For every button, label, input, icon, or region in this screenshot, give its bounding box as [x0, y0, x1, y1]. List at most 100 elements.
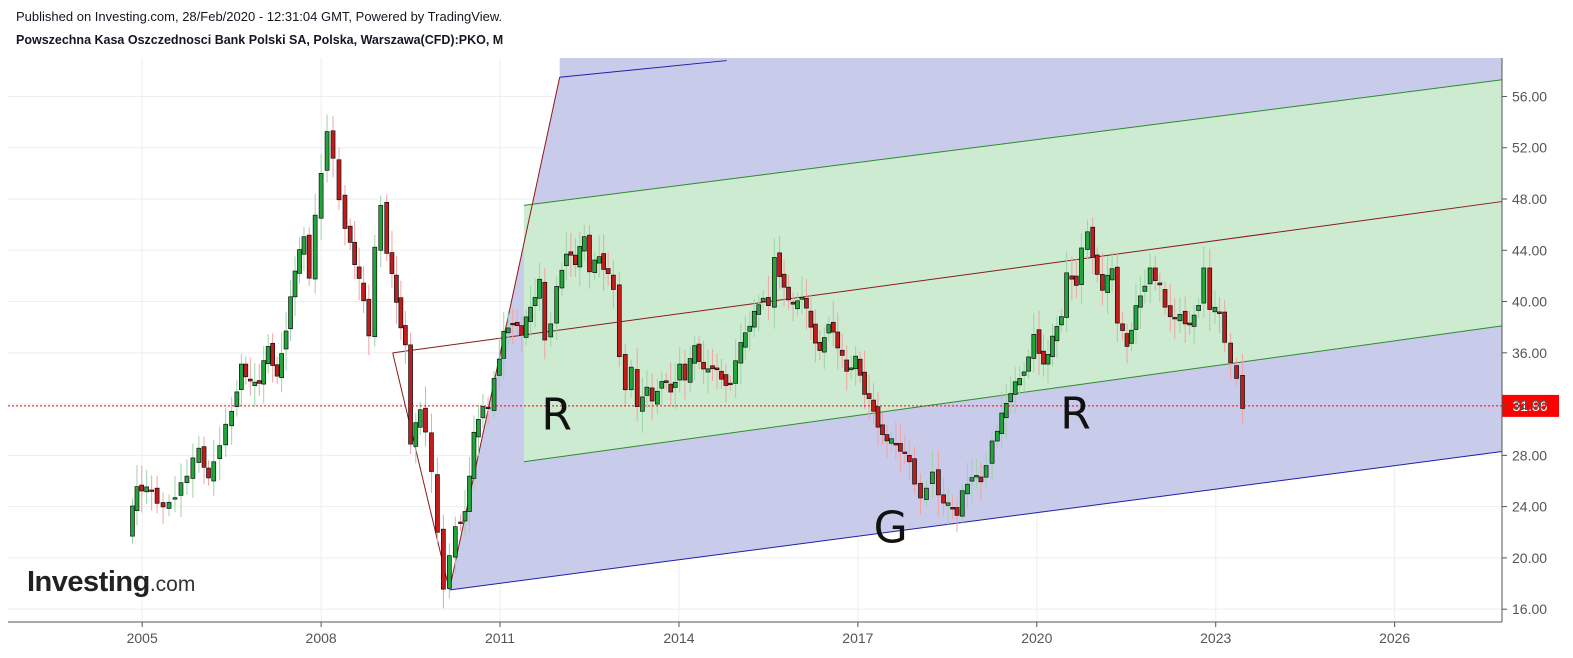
candle — [166, 501, 172, 509]
candle — [288, 296, 293, 330]
candle — [1240, 375, 1245, 409]
candle — [134, 486, 140, 511]
candle — [733, 360, 738, 384]
outer-line-lower — [449, 451, 1503, 591]
candle — [1187, 322, 1192, 326]
candle — [772, 257, 777, 308]
candle — [1105, 274, 1110, 293]
candle — [356, 266, 362, 279]
candle — [875, 406, 881, 428]
candle — [747, 325, 753, 332]
candle — [501, 330, 507, 359]
candle — [677, 363, 683, 381]
candle — [505, 327, 511, 334]
candle — [429, 432, 434, 472]
candle — [649, 387, 655, 402]
pattern-annotations: R G R — [541, 388, 1090, 553]
candle — [756, 304, 762, 315]
investing-logo: Investing.com — [27, 566, 195, 599]
candle — [554, 286, 560, 324]
y-tick-label: 16.00 — [1512, 601, 1547, 617]
candle — [283, 330, 289, 350]
candle — [154, 487, 160, 504]
candle — [491, 378, 497, 411]
candle — [229, 410, 234, 427]
candle — [261, 360, 267, 385]
outer-line-upper — [559, 60, 727, 78]
candle — [398, 297, 404, 329]
candle — [628, 366, 634, 391]
candle — [596, 256, 602, 264]
candle — [918, 482, 923, 499]
candle — [941, 494, 946, 504]
candle — [1222, 311, 1228, 343]
candle — [279, 353, 284, 379]
candle — [912, 458, 917, 485]
candle — [324, 131, 330, 171]
candle — [978, 476, 984, 483]
candle — [184, 475, 190, 484]
candle — [839, 349, 845, 356]
candle — [452, 526, 458, 558]
inner-line-upper — [523, 79, 1503, 206]
x-tick-label: 2011 — [485, 630, 515, 646]
y-tick-label: 28.00 — [1512, 447, 1547, 463]
y-tick-label: 56.00 — [1512, 88, 1547, 104]
candle — [510, 322, 516, 326]
candle — [668, 383, 674, 393]
x-tick-label: 2005 — [127, 630, 158, 646]
candle — [924, 487, 929, 500]
candle — [306, 234, 312, 279]
candle — [1012, 381, 1018, 395]
candle — [710, 365, 715, 370]
candle — [844, 359, 850, 372]
candle — [1120, 323, 1125, 331]
candle — [528, 306, 533, 322]
candle — [423, 407, 428, 433]
candle — [1133, 305, 1139, 330]
candle — [1147, 267, 1153, 285]
candle — [705, 368, 711, 373]
candle — [196, 447, 202, 463]
candle — [760, 297, 766, 303]
candle — [297, 249, 302, 274]
candle — [965, 483, 970, 495]
candle — [217, 445, 223, 460]
candle — [1228, 342, 1233, 363]
x-tick-label: 2023 — [1200, 630, 1231, 646]
y-tick-label: 52.00 — [1512, 140, 1547, 156]
candle — [1069, 275, 1075, 280]
x-tick-label: 2008 — [306, 630, 337, 646]
candle — [403, 325, 408, 346]
y-tick-label: 36.00 — [1512, 345, 1547, 361]
candle — [441, 528, 446, 590]
y-tick-label: 40.00 — [1512, 294, 1547, 310]
candle — [954, 507, 960, 516]
candle — [659, 381, 665, 389]
candle — [1031, 334, 1037, 359]
candle — [239, 363, 244, 390]
candlestick-series — [130, 114, 1245, 609]
candle — [1153, 267, 1158, 282]
candle — [622, 354, 628, 391]
candle — [1129, 329, 1134, 344]
candle — [247, 378, 253, 382]
pitchfork-bands — [449, 58, 1502, 590]
y-tick-label: 44.00 — [1512, 242, 1547, 258]
candle — [485, 406, 491, 410]
candle — [687, 358, 693, 383]
candle — [1212, 306, 1218, 313]
candle — [634, 369, 640, 408]
candle — [389, 252, 395, 274]
candle — [172, 497, 178, 500]
candle — [808, 310, 814, 328]
candle — [458, 521, 463, 524]
candle — [799, 297, 805, 300]
annotation-label: R — [541, 390, 572, 441]
candle — [1201, 267, 1207, 304]
candle — [211, 461, 217, 482]
candle — [190, 457, 196, 479]
candle — [201, 446, 207, 468]
y-tick-label: 32.00 — [1512, 396, 1547, 412]
